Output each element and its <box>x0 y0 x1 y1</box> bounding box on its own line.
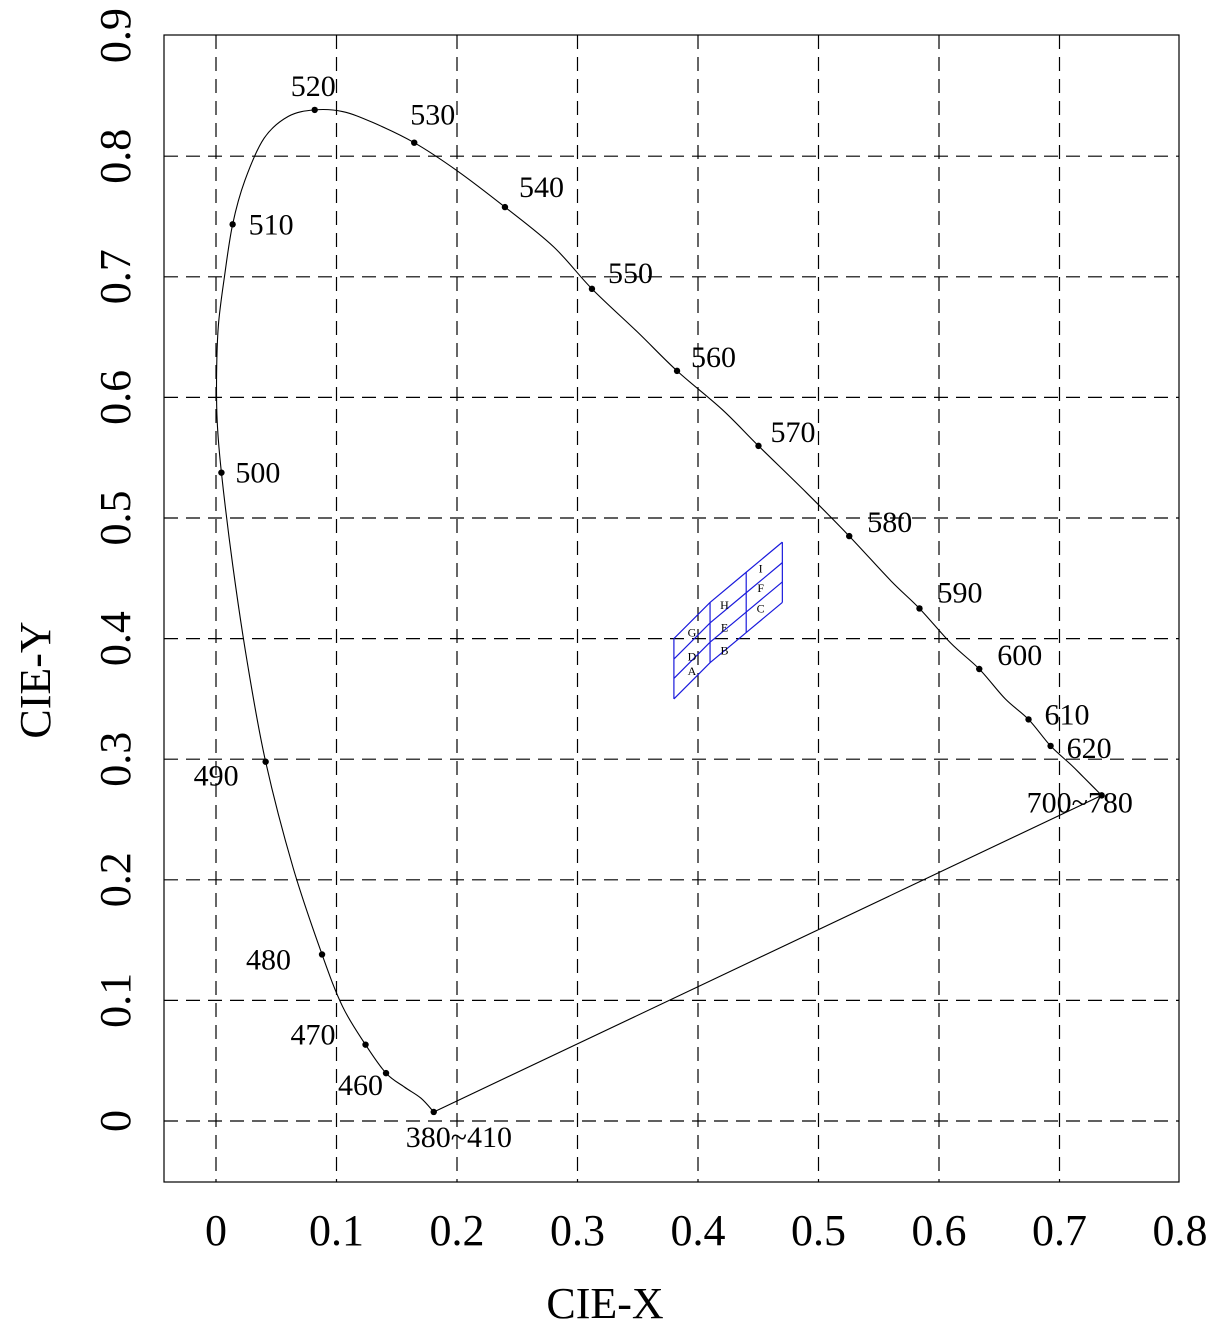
wavelength-marker <box>362 1041 369 1048</box>
bin-cell-label: A <box>688 664 697 678</box>
wavelength-marker <box>382 1069 390 1077</box>
wavelength-label: 530 <box>410 99 455 132</box>
x-tick-label: 0.4 <box>671 1206 726 1255</box>
wavelength-marker <box>1025 716 1032 723</box>
bin-cell-label: I <box>759 562 763 576</box>
wavelength-marker <box>218 469 225 476</box>
wavelength-label: 470 <box>291 1019 336 1052</box>
wavelength-label: 380~410 <box>406 1121 512 1154</box>
x-tick-label: 0.2 <box>430 1206 485 1255</box>
wavelength-label: 480 <box>246 943 291 976</box>
y-tick-label: 0.9 <box>91 8 140 63</box>
wavelength-marker <box>846 532 853 540</box>
bin-cell-label: C <box>757 601 765 615</box>
wavelength-label: 570 <box>770 416 815 449</box>
x-tick-label: 0.1 <box>309 1206 364 1255</box>
bin-row-line <box>673 581 783 679</box>
wavelength-label: 610 <box>1045 698 1090 731</box>
wavelength-label: 600 <box>997 639 1042 672</box>
tick-labels: 0 0.1 0.2 0.3 0.4 0.5 0.6 0.7 0.8 0 0.1 0.2 0.3 0.4 0.… <box>91 8 1208 1255</box>
bin-cell-label: D <box>688 650 697 664</box>
x-tick-label: 0.6 <box>912 1206 967 1255</box>
y-tick-label: 0.7 <box>91 249 140 304</box>
wavelength-marker <box>755 442 762 450</box>
wavelength-label: 540 <box>519 171 564 204</box>
bin-row-line <box>673 601 783 700</box>
y-tick-label: 0.1 <box>91 973 140 1028</box>
wavelength-label: 620 <box>1067 732 1112 765</box>
wavelength-label: 490 <box>194 760 239 793</box>
wavelength-label: 500 <box>235 457 280 490</box>
bin-cell-label: G <box>688 626 697 640</box>
y-tick-label: 0 <box>91 1110 140 1132</box>
bin-row-line <box>673 562 783 660</box>
wavelength-marker <box>318 951 326 958</box>
y-tick-label: 0.4 <box>91 611 140 666</box>
wavelength-label: 460 <box>338 1069 383 1102</box>
wavelength-marker <box>976 665 983 673</box>
wavelength-label: 560 <box>691 341 736 374</box>
wavelength-label: 520 <box>291 70 336 103</box>
y-tick-label: 0.6 <box>91 370 140 425</box>
y-tick-label: 0.5 <box>91 491 140 546</box>
wavelength-label: 700~780 <box>1027 786 1133 819</box>
plot-frame <box>163 34 1180 1183</box>
wavelength-label: 580 <box>867 506 912 539</box>
wavelength-marker <box>262 758 269 765</box>
x-axis-title: CIE-X <box>546 1279 663 1328</box>
x-tick-label: 0.7 <box>1032 1206 1087 1255</box>
x-tick-label: 0.5 <box>791 1206 846 1255</box>
wavelength-marker <box>916 605 923 612</box>
bin-cell-label: F <box>757 581 764 595</box>
y-axis-title: CIE-Y <box>11 621 60 738</box>
x-tick-label: 0.3 <box>550 1206 605 1255</box>
wavelength-marker <box>1047 742 1054 750</box>
y-tick-label: 0.2 <box>91 852 140 907</box>
bin-cell-label: B <box>721 644 729 658</box>
bin-cell-label: E <box>721 621 728 635</box>
x-tick-label: 0.8 <box>1153 1206 1208 1255</box>
bin-cell-label: H <box>720 598 729 612</box>
wavelength-marker <box>673 367 681 375</box>
wavelength-marker <box>501 203 509 211</box>
wavelength-marker <box>1098 792 1105 799</box>
y-tick-label: 0.8 <box>91 129 140 184</box>
spectral-locus <box>215 108 1103 1113</box>
bin-grid: A B C D E F G H I <box>673 541 783 700</box>
spectral-locus-curve <box>215 108 1103 1113</box>
purple-line <box>433 794 1102 1113</box>
bin-row-line <box>673 541 783 640</box>
x-tick-label: 0 <box>205 1206 227 1255</box>
wavelength-marker <box>588 285 596 293</box>
y-tick-label: 0.3 <box>91 732 140 787</box>
wavelength-label: 550 <box>608 257 653 290</box>
wavelength-marker <box>411 139 418 146</box>
wavelength-marker <box>311 106 318 114</box>
wavelength-marker <box>430 1108 437 1116</box>
grid-lines <box>164 35 1179 1182</box>
wavelength-label: 510 <box>249 208 294 241</box>
wavelength-label: 590 <box>937 576 982 609</box>
wavelength-marker <box>229 221 236 228</box>
